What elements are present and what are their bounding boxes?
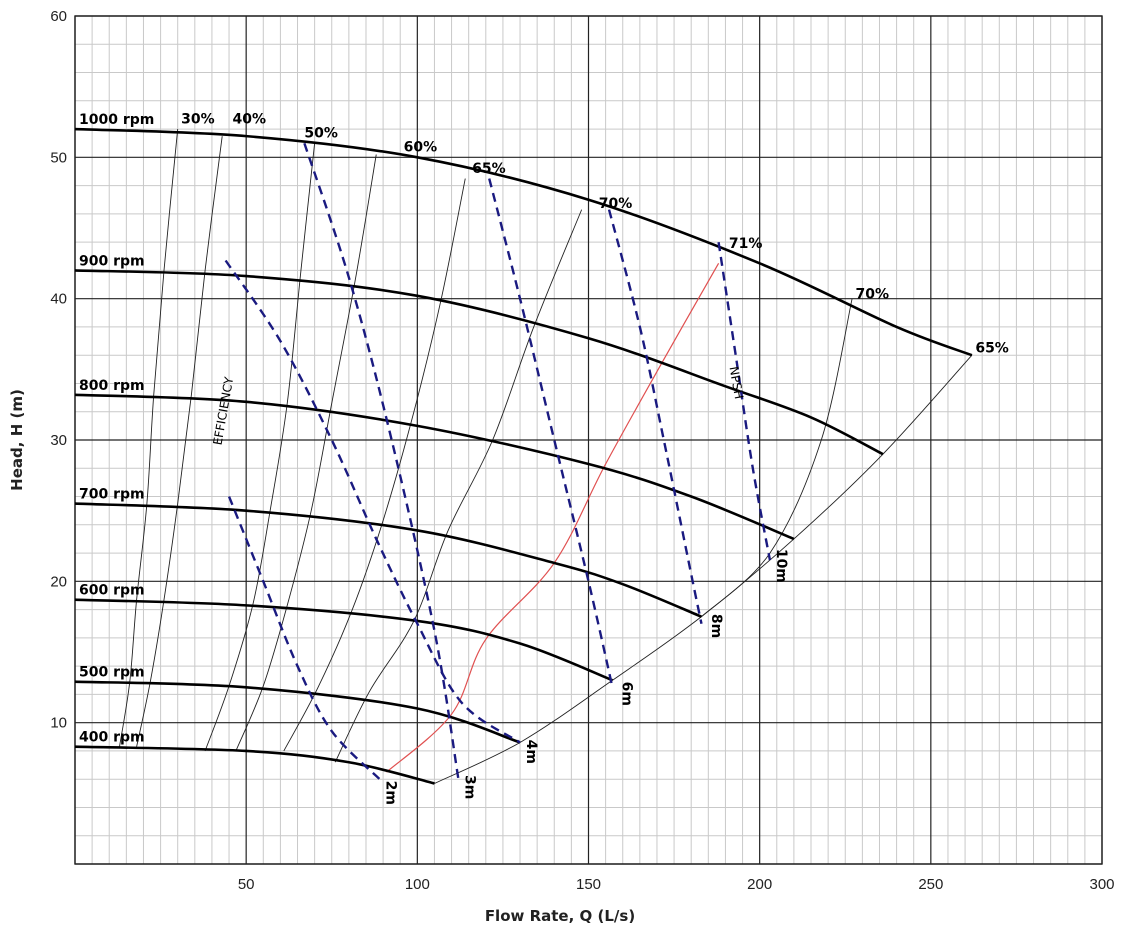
npsh-label: 3m [461,775,477,799]
efficiency-line [434,354,973,784]
speed-curve [74,502,702,618]
npsh-label: 6m [619,682,635,706]
speed-curve [74,598,613,682]
efficiency-label: 70% [856,287,890,303]
efficiency-label: 70% [599,196,633,212]
speed-curve-label: 900 rpm [79,253,145,269]
efficiency-line [235,154,377,752]
speed-curve [74,127,973,357]
x-tick-label: 150 [576,876,601,893]
plot-frame [74,15,1103,865]
npsh-line [303,142,460,780]
y-tick-label: 10 [50,715,67,732]
efficiency-label: 60% [404,140,438,156]
efficiency-line [136,136,223,747]
efficiency-lines [119,129,973,784]
efficiency-annotation: EFFICIENCY [211,375,237,446]
speed-curve-label: 400 rpm [79,730,145,746]
efficiency-label: 65% [975,340,1009,356]
y-tick-label: 20 [50,573,67,590]
npsh-line [607,209,703,624]
efficiency-label: 30% [181,111,215,127]
efficiency-label: 65% [472,161,506,177]
speed-curve [74,745,435,785]
y-tick-label: 40 [50,291,67,308]
y-tick-label: 50 [50,149,67,166]
npsh-line [227,496,381,781]
x-tick-label: 200 [747,876,772,893]
npsh-line [717,241,772,561]
x-tick-label: 300 [1089,876,1114,893]
x-tick-label: 100 [405,876,430,893]
efficiency-line [119,129,179,747]
efficiency-line [701,298,853,617]
efficiency-label: 71% [729,236,763,252]
y-tick-label: 60 [50,8,67,25]
efficiency-label: 50% [304,126,338,142]
npsh-line [488,178,614,688]
y-tick-label: 30 [50,432,67,449]
speed-curve-label: 1000 rpm [79,112,154,128]
y-axis-title: Head, H (m) [8,389,26,491]
npsh-lines [224,142,772,781]
npsh-line [224,259,521,744]
npsh-label: 2m [383,781,399,805]
best-efficiency-line [386,263,720,773]
speed-curve [74,393,795,541]
speed-curve [74,269,884,456]
speed-curve-label: 600 rpm [79,583,145,599]
efficiency-line [334,209,583,763]
speed-curve-label: 800 rpm [79,378,145,394]
speed-curve-label: 700 rpm [79,487,145,503]
npsh-label: 10m [773,549,789,583]
efficiency-label: 40% [232,111,266,127]
npsh-annotation: NPSH [726,365,745,400]
axis-ticks: 50 100 150 200 250 300 10 20 30 40 50 60 [50,8,1114,893]
npsh-label: 4m [523,740,539,764]
grid-major [74,15,1103,865]
speed-curves [74,127,973,785]
speed-curve [74,680,521,744]
speed-curve-label: 500 rpm [79,665,145,681]
npsh-label: 8m [708,614,724,638]
chart-labels: 1000 rpm 900 rpm 800 rpm 700 rpm 600 rpm 500 … [79,111,1009,805]
x-tick-label: 50 [238,876,255,893]
x-tick-label: 250 [918,876,943,893]
efficiency-line [204,143,316,752]
x-axis-title: Flow Rate, Q (L/s) [485,907,635,925]
efficiency-line [283,178,466,752]
